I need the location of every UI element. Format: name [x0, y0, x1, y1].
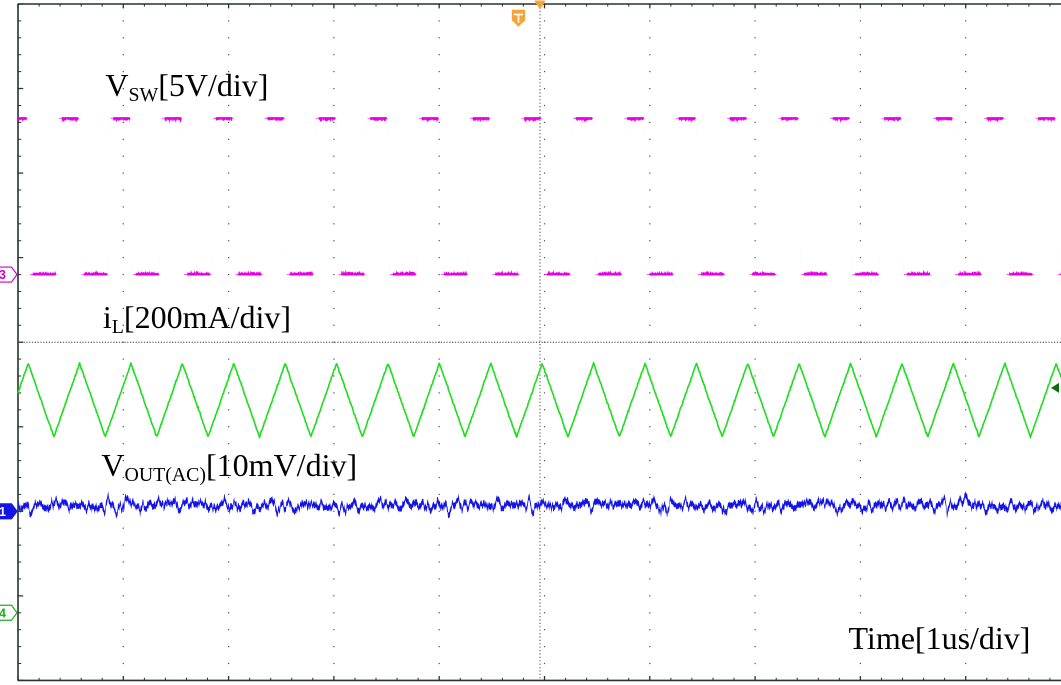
svg-text:1: 1 [0, 505, 6, 519]
svg-text:4: 4 [0, 606, 6, 620]
svg-text:3: 3 [0, 268, 6, 282]
